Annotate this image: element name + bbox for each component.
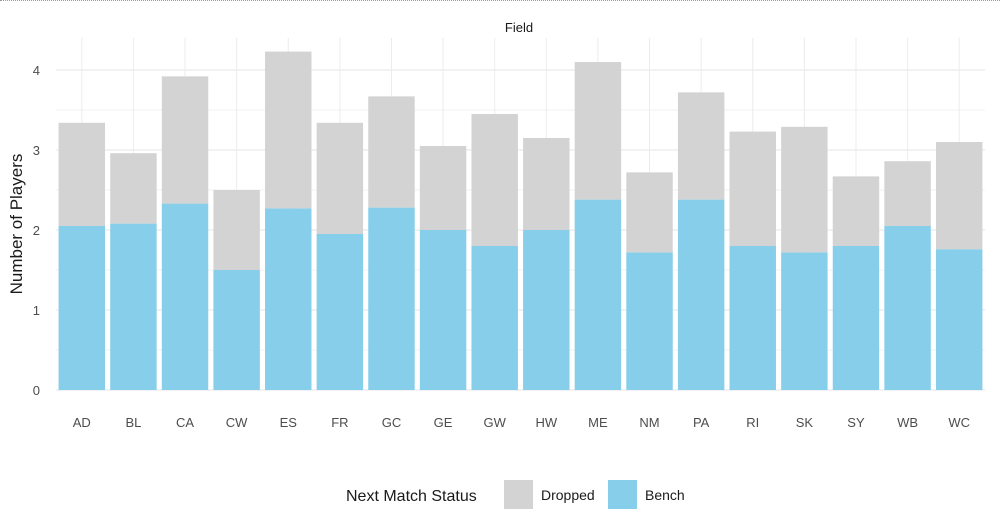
legend-label-dropped: Dropped [541, 487, 595, 503]
bar-dropped-cw [213, 190, 260, 270]
x-tick-label: PA [693, 415, 710, 430]
top-border [0, 0, 1000, 1]
bar-bench-nm [626, 252, 673, 390]
x-tick-label: ES [280, 415, 298, 430]
x-tick-label: ME [588, 415, 608, 430]
bar-bench-sy [832, 246, 880, 390]
bar-bench-es [265, 208, 312, 390]
bar-bench-ri [729, 246, 776, 390]
legend-items: Dropped Bench [504, 480, 685, 509]
bar-bench-wc [935, 249, 983, 390]
y-tick-label: 3 [33, 143, 40, 158]
bar-bench-bl [110, 223, 157, 390]
y-tick-label: 4 [33, 63, 40, 78]
y-axis-label: Number of Players [7, 154, 26, 295]
bar-dropped-hw [523, 138, 570, 230]
bar-dropped-gc [368, 96, 415, 208]
bars-layer [58, 51, 983, 390]
chart-title: Field [505, 20, 533, 35]
bar-bench-cw [213, 270, 260, 390]
bar-dropped-fr [316, 122, 364, 234]
axis-layer: 0 1 2 3 4 AD BL CA CW ES FR GC GE GW HW ME NM PA RI SK SY WB W… [33, 63, 970, 430]
bar-bench-fr [316, 234, 364, 390]
bar-dropped-es [265, 51, 312, 209]
legend-key-dropped [504, 480, 533, 509]
bar-bench-ad [58, 226, 106, 390]
bar-dropped-me [574, 62, 622, 200]
legend: Next Match Status Dropped Bench [346, 480, 685, 509]
x-tick-label: SY [847, 415, 865, 430]
bar-dropped-ad [58, 122, 106, 226]
bar-dropped-sy [832, 176, 880, 246]
bar-bench-ge [419, 230, 467, 390]
y-tick-label: 1 [33, 303, 40, 318]
bar-bench-ca [161, 203, 209, 390]
bar-bench-pa [677, 199, 725, 390]
bar-bench-me [574, 199, 622, 390]
x-tick-label: FR [331, 415, 348, 430]
bar-bench-gw [471, 246, 518, 390]
x-tick-label: WC [948, 415, 970, 430]
bar-dropped-bl [110, 153, 157, 224]
legend-key-bench [608, 480, 637, 509]
bar-bench-sk [781, 252, 828, 390]
x-tick-label: GE [434, 415, 453, 430]
y-tick-label: 0 [33, 383, 40, 398]
x-tick-label: BL [125, 415, 141, 430]
x-tick-label: SK [796, 415, 814, 430]
bar-dropped-ge [419, 146, 467, 230]
x-tick-label: HW [535, 415, 557, 430]
bar-dropped-wb [884, 161, 931, 226]
x-tick-label: NM [639, 415, 659, 430]
bar-bench-hw [523, 230, 570, 390]
bar-dropped-sk [781, 126, 828, 253]
bar-dropped-nm [626, 172, 673, 253]
bar-dropped-ri [729, 131, 776, 246]
x-tick-label: AD [73, 415, 91, 430]
x-tick-label: GC [382, 415, 402, 430]
bar-bench-wb [884, 226, 931, 390]
bar-dropped-wc [935, 142, 983, 250]
bar-dropped-gw [471, 114, 518, 246]
x-tick-label: CA [176, 415, 194, 430]
bar-bench-gc [368, 207, 415, 390]
legend-label-bench: Bench [645, 487, 685, 503]
legend-title: Next Match Status [346, 488, 477, 505]
bar-dropped-ca [161, 76, 209, 204]
x-tick-label: CW [226, 415, 248, 430]
bar-dropped-pa [677, 92, 725, 200]
x-tick-label: RI [746, 415, 759, 430]
x-tick-label: GW [483, 415, 506, 430]
x-tick-label: WB [897, 415, 918, 430]
y-tick-label: 2 [33, 223, 40, 238]
